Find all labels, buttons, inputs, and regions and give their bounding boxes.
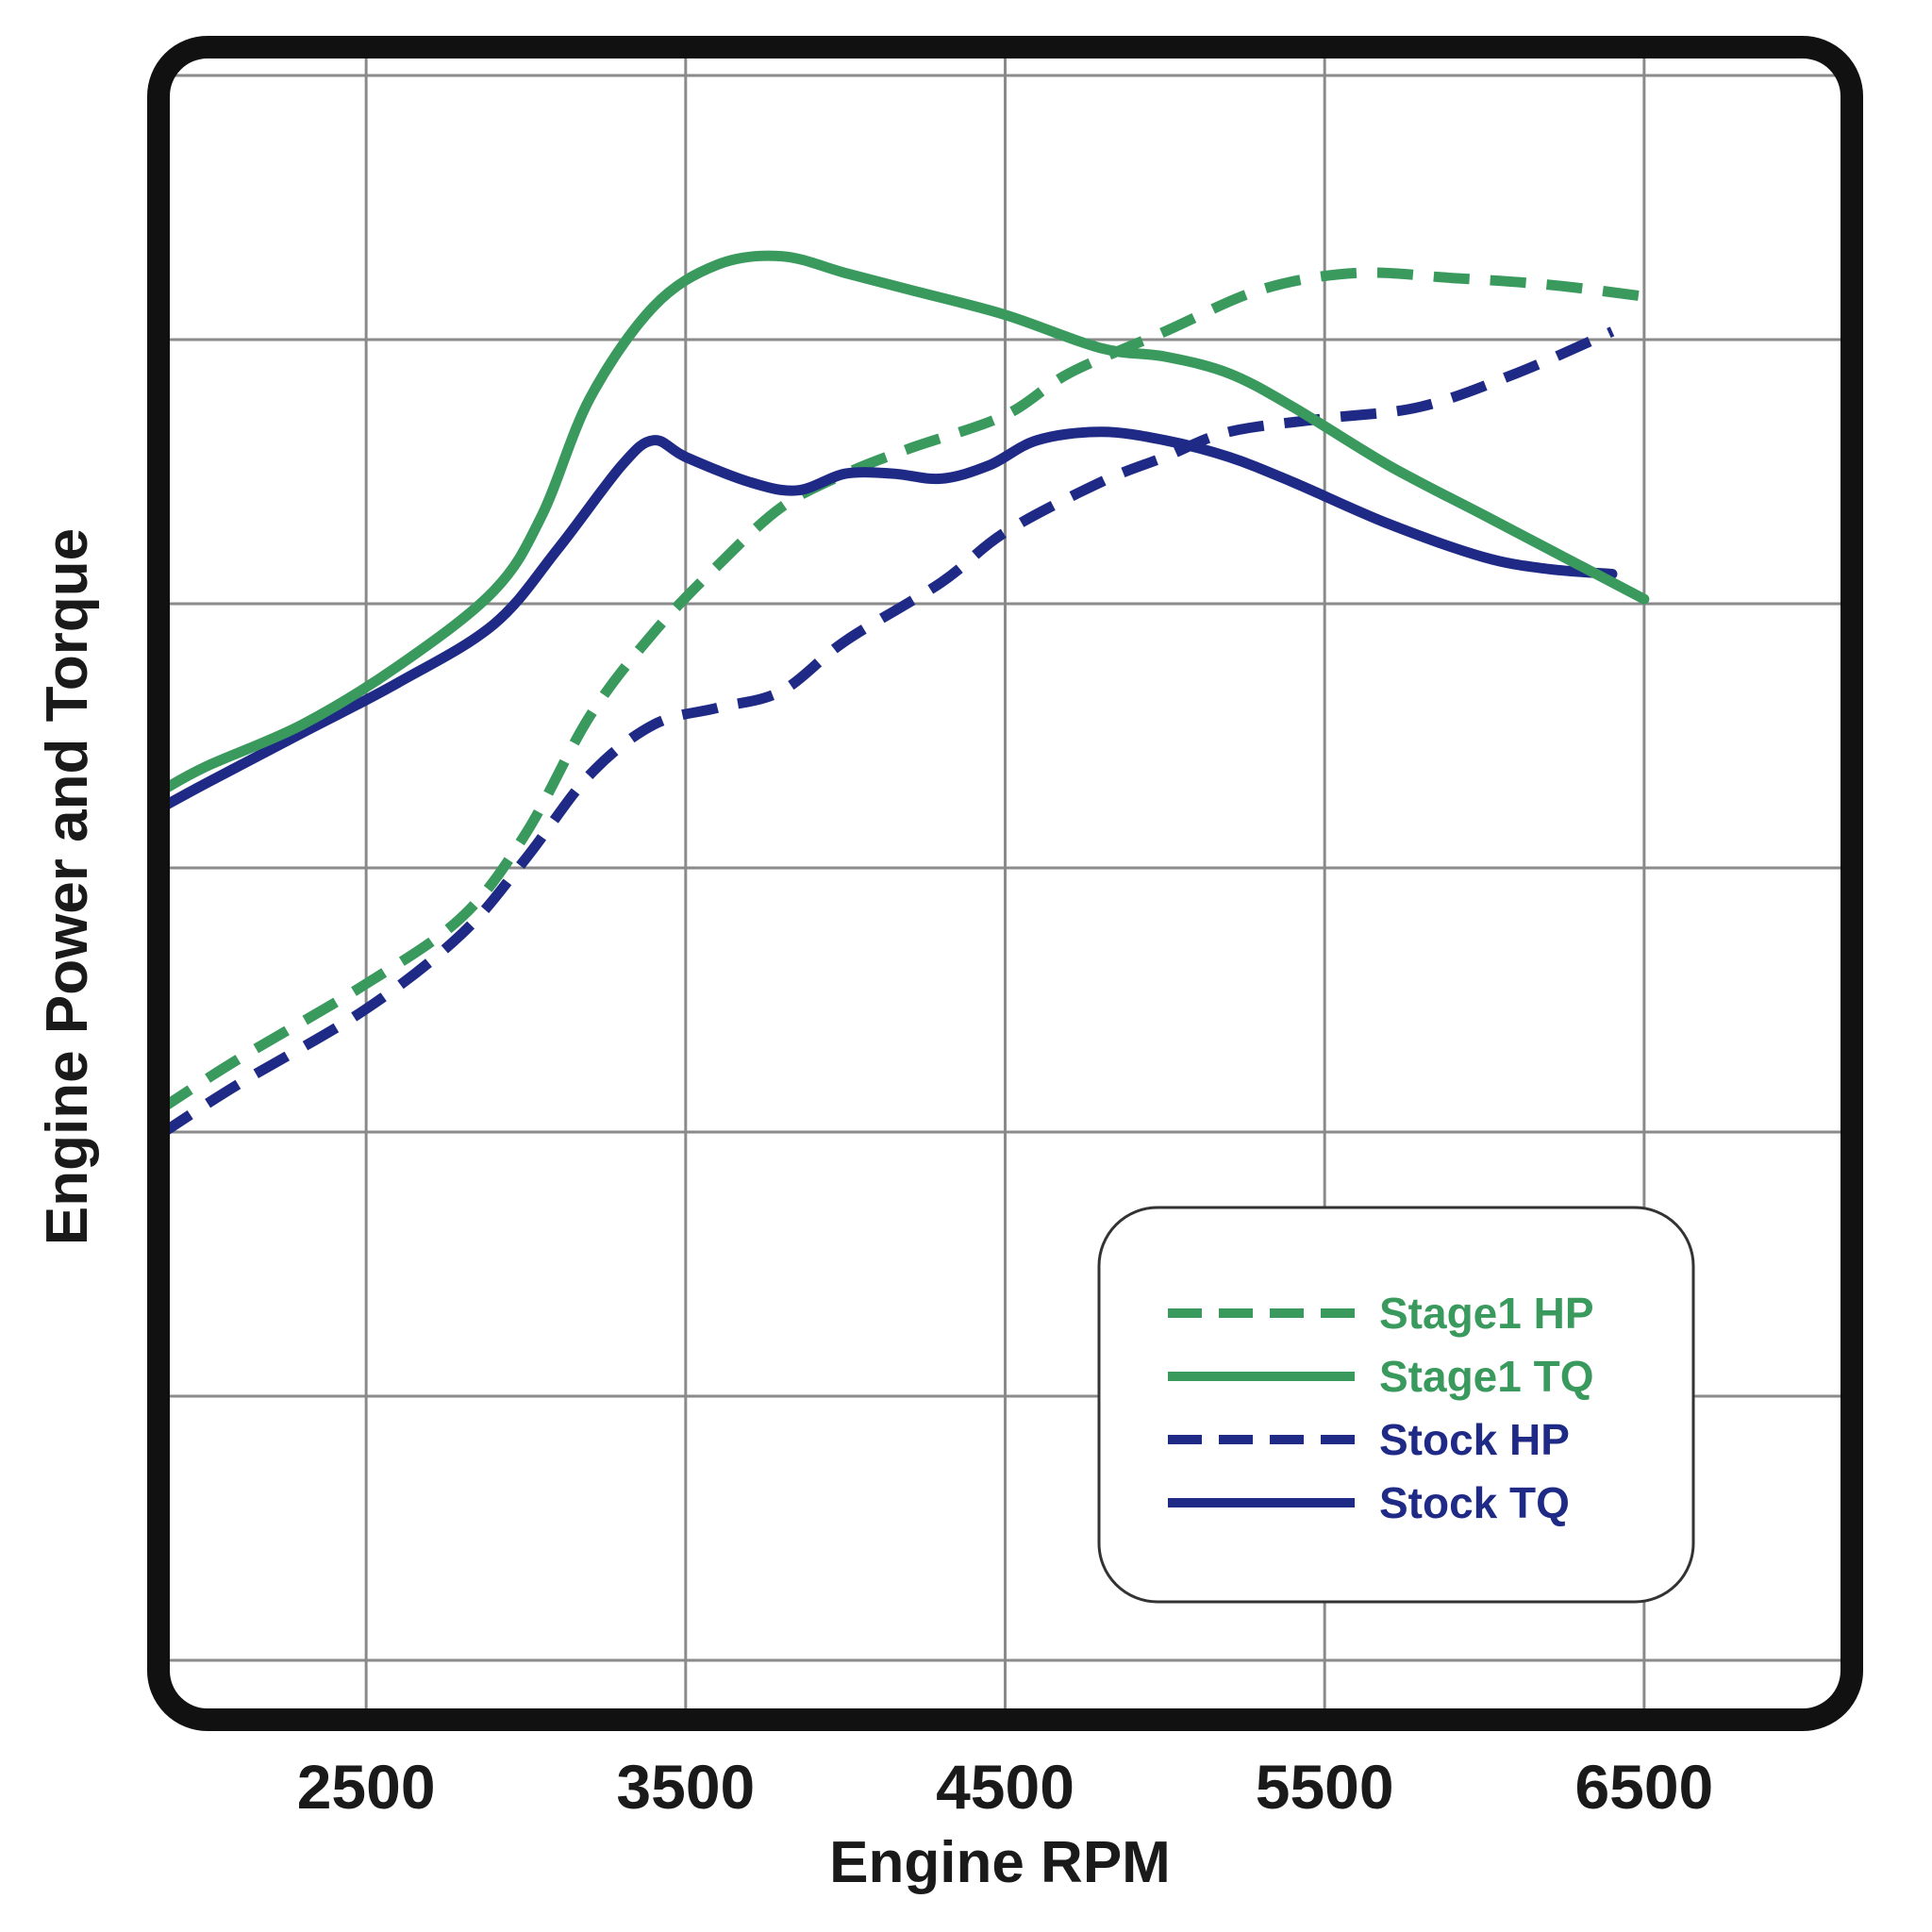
series-line-stock-hp — [158, 326, 1615, 1140]
legend-label-3: Stock TQ — [1379, 1478, 1570, 1527]
x-tick-label-5500: 5500 — [1256, 1752, 1394, 1822]
x-tick-labels: 2500 3500 4500 5500 6500 — [297, 1752, 1714, 1822]
grid — [158, 47, 1852, 1720]
x-tick-label-6500: 6500 — [1574, 1752, 1713, 1822]
legend-label-0: Stage1 HP — [1379, 1289, 1594, 1338]
legend-box — [1097, 1206, 1695, 1604]
x-axis-title: Engine RPM — [829, 1830, 1171, 1895]
y-axis-title: Engine Power and Torque — [35, 528, 100, 1245]
x-tick-label-2500: 2500 — [297, 1752, 436, 1822]
plot-frame — [147, 36, 1863, 1731]
legend: Stage1 HP Stage1 TQ Stock HP Stock TQ — [1097, 1206, 1695, 1604]
series-layer — [155, 250, 1650, 1140]
x-tick-label-4500: 4500 — [936, 1752, 1074, 1822]
legend-label-1: Stage1 TQ — [1379, 1352, 1594, 1401]
legend-label-2: Stock HP — [1379, 1415, 1570, 1464]
series-line-stage1-tq — [155, 250, 1650, 797]
series-line-stage1-hp — [158, 267, 1645, 1114]
x-tick-label-3500: 3500 — [616, 1752, 755, 1822]
series-line-stock-tq — [155, 426, 1618, 814]
